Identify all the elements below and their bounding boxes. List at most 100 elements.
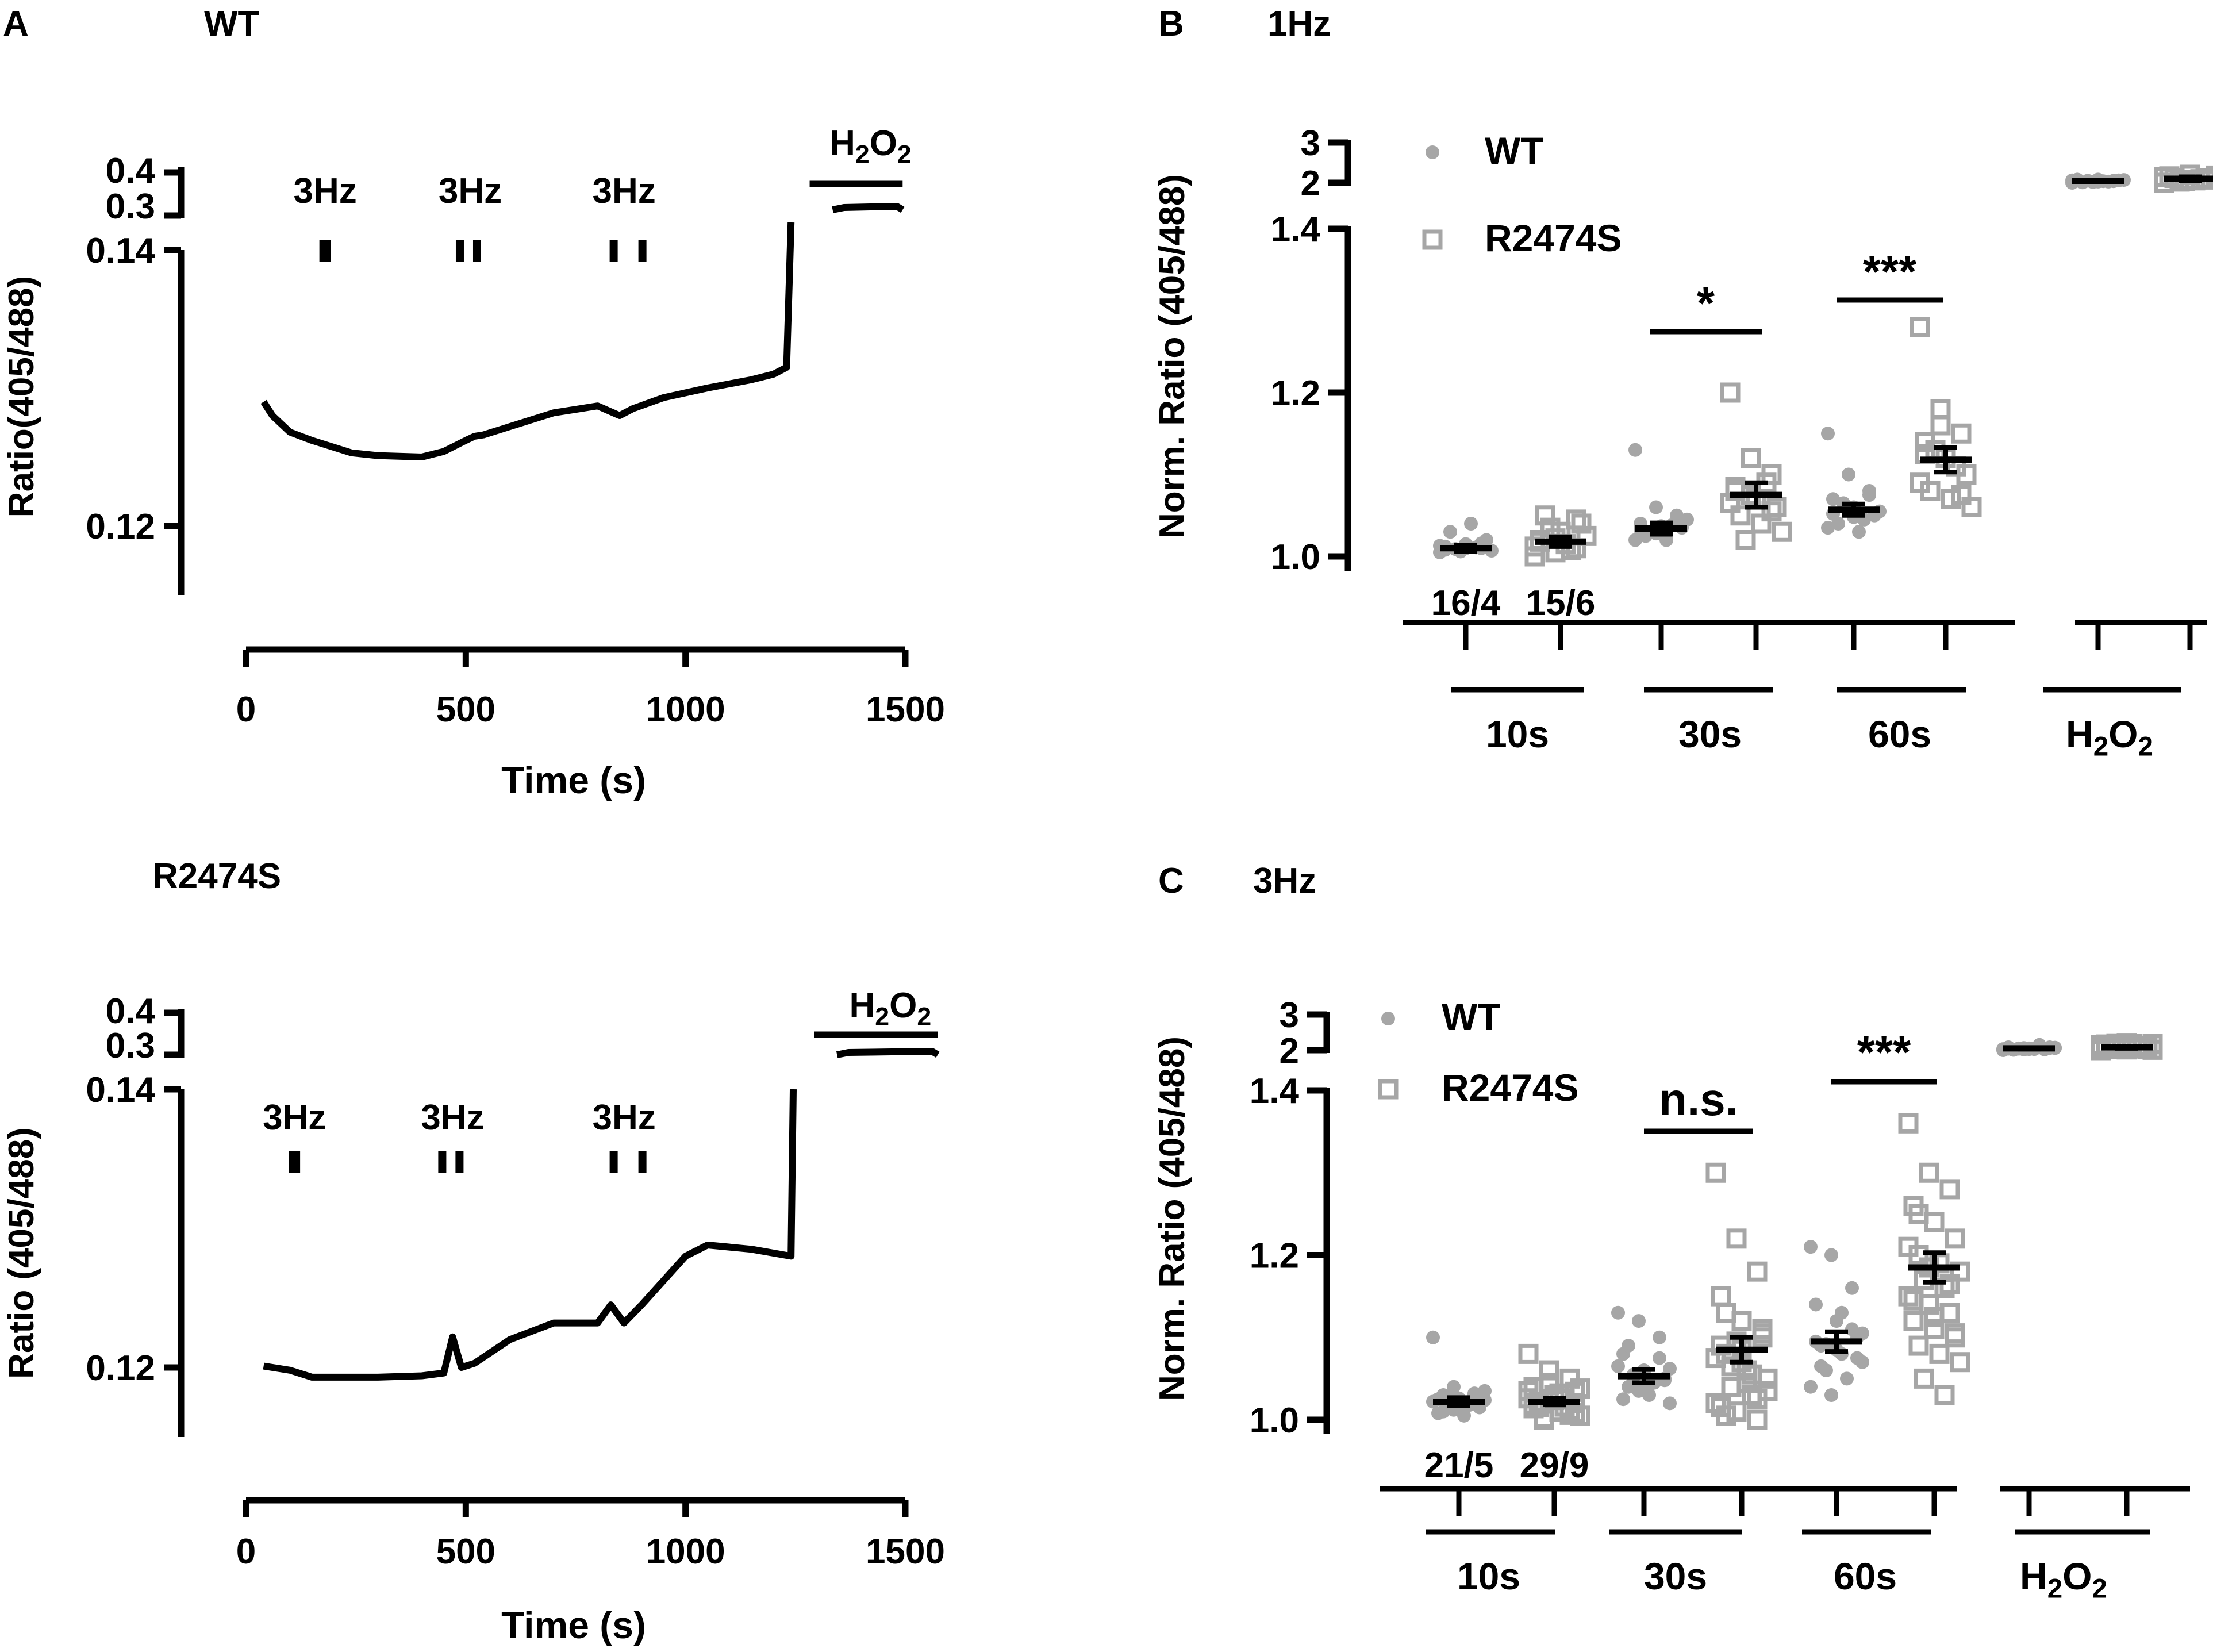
a-bottom-y-ticks: 0.12 0.14	[86, 1070, 181, 1388]
mutant-point	[1929, 1253, 1950, 1274]
significance-label: ***	[1863, 246, 1917, 297]
x-tick-label: 500	[436, 1532, 495, 1572]
mutant-point	[1716, 1303, 1736, 1323]
mutant-point	[1898, 1236, 1919, 1257]
y-tick-label: 1.4	[1271, 210, 1321, 249]
a-top-h2o2-marker: H2O2	[809, 124, 912, 213]
stimulus-label: 3Hz	[421, 1098, 484, 1138]
stimulus-label: 3Hz	[592, 171, 655, 211]
stimulus-label: 3Hz	[439, 171, 502, 211]
mutant-point	[1908, 1204, 1929, 1224]
significance-label: *	[1697, 278, 1715, 329]
mutant-point	[1751, 513, 1772, 534]
mutant-point	[1761, 501, 1782, 522]
stimulus-bar	[438, 1151, 447, 1173]
significance-label: n.s.	[1659, 1074, 1738, 1125]
stimulus-bar	[638, 240, 647, 262]
x-tick-label: 0	[236, 1532, 256, 1572]
wt-point	[1845, 1322, 1859, 1336]
wt-point	[1642, 1388, 1656, 1403]
mutant-point	[1747, 1389, 1768, 1409]
a-top-x-axis: 0 500 1000 1500	[236, 646, 945, 729]
group-label: H2O2	[2020, 1555, 2107, 1604]
significance-label: ***	[1857, 1027, 1911, 1078]
a-bottom-h2o2-marker: H2O2	[814, 986, 940, 1058]
mutant-point	[1559, 1404, 1580, 1425]
panel-c: C 3Hz Norm. Ratio (405/488) 1.01.21.4321…	[1152, 861, 2190, 1604]
mutant-point	[1571, 513, 1592, 534]
wt-point	[1632, 1384, 1646, 1398]
b-y-axis-label: Norm. Ratio (405/488)	[1152, 174, 1192, 539]
panel-c-title: 3Hz	[1253, 861, 1316, 901]
legend-wt-label: WT	[1485, 129, 1544, 172]
mutant-point	[1716, 1405, 1736, 1426]
wt-point	[1826, 492, 1840, 506]
wt-point	[1842, 467, 1855, 482]
x-tick-label: 1000	[646, 690, 725, 729]
stimulus-bar	[289, 1151, 301, 1173]
wt-point	[1821, 427, 1835, 441]
a-top-break-tick-label: 0.3	[106, 187, 155, 226]
wt-point	[1616, 1392, 1630, 1407]
mutant-point	[1766, 497, 1787, 517]
wt-point	[1809, 1297, 1823, 1312]
mutant-point	[1518, 1343, 1539, 1364]
legend-mutant-label: R2474S	[1485, 217, 1622, 259]
a-top-y-axis-label: Ratio(405/488)	[2, 276, 41, 517]
x-tick-label: 1000	[646, 1532, 725, 1572]
wt-point	[1850, 1351, 1864, 1365]
mutant-point	[1908, 1335, 1929, 1356]
mutant-point	[1720, 382, 1741, 403]
wt-point	[1443, 525, 1457, 539]
y-tick-label: 0.12	[86, 507, 155, 547]
panel-a-top: A WT Ratio(405/488) 0.4 0.3 0.12 0.14 0 50…	[2, 4, 945, 801]
x-tick-label: 500	[436, 690, 495, 729]
mutant-point	[1730, 505, 1751, 526]
a-bottom-break-tick-label: 0.3	[106, 1026, 155, 1066]
n-label: 21/5	[1424, 1446, 1494, 1485]
y-tick-label: 1.4	[1250, 1071, 1300, 1111]
y-tick-label: 1.2	[1271, 374, 1320, 413]
stimulus-bar	[455, 1151, 464, 1173]
a-top-y-ticks: 0.12 0.14	[86, 231, 181, 547]
wt-point	[1862, 488, 1876, 502]
a-bottom-x-axis: 0 500 1000 1500	[236, 1497, 945, 1572]
wt-point	[1845, 1281, 1859, 1295]
wt-point	[1653, 1351, 1666, 1365]
legend-wt-marker	[1381, 1012, 1395, 1025]
wt-point	[1464, 517, 1478, 531]
y-tick-label: 1.2	[1250, 1236, 1299, 1276]
wt-point	[1663, 1362, 1677, 1376]
break-tick-label: 2	[1280, 1031, 1299, 1071]
a-bottom-break-tick-label: 0.4	[106, 992, 156, 1031]
a-top-wt-trace	[260, 222, 795, 460]
mutant-point	[1705, 1393, 1726, 1413]
wt-point	[1821, 521, 1835, 535]
mutant-point	[1898, 1286, 1919, 1307]
mutant-point	[1747, 1261, 1768, 1282]
mutant-point	[1898, 1113, 1919, 1134]
stimulus-label: 3Hz	[294, 171, 357, 211]
h2o2-label: H2O2	[849, 986, 931, 1031]
h2o2-trace	[832, 202, 905, 213]
wt-point	[1653, 1330, 1666, 1344]
wt-point	[1814, 1359, 1828, 1373]
group-label: 60s	[1834, 1555, 1897, 1597]
panel-b-title: 1Hz	[1267, 4, 1331, 44]
wt-point	[1680, 512, 1694, 527]
mutant-point	[1941, 489, 1961, 509]
x-tick-label: 1500	[866, 690, 945, 729]
wt-point	[1431, 1406, 1445, 1420]
h2o2-trace	[836, 1047, 940, 1058]
stimulus-bar	[609, 1151, 618, 1173]
mutant-point	[1951, 423, 1972, 444]
mutant-point	[1950, 1352, 1970, 1373]
y-tick-label: 1.0	[1271, 537, 1320, 577]
break-tick-label: 3	[1301, 124, 1320, 163]
y-tick-label: 0.12	[86, 1349, 155, 1388]
x-tick-label: 0	[236, 690, 256, 729]
c-y-axis-label: Norm. Ratio (405/488)	[1152, 1036, 1192, 1401]
mutant-point	[1747, 1409, 1768, 1430]
